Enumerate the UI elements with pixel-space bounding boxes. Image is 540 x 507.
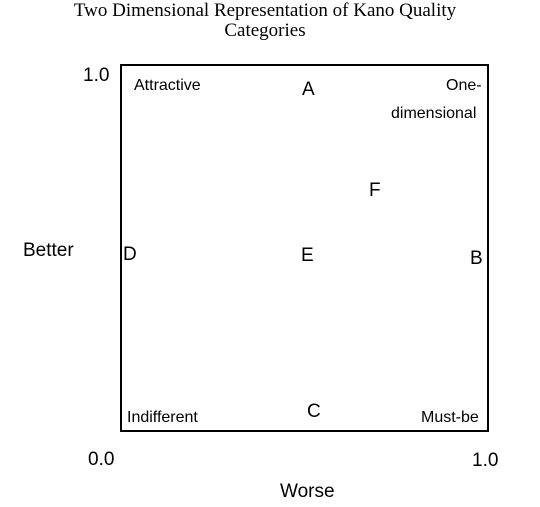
diagram-title-line-2: Categories xyxy=(224,20,306,41)
region-label-must-be: Must-be xyxy=(421,409,479,426)
y-axis-top-tick: 1.0 xyxy=(83,65,110,86)
y-axis-label: Better xyxy=(23,240,74,261)
region-label-indifferent: Indifferent xyxy=(127,409,198,426)
region-label-attractive: Attractive xyxy=(134,77,201,94)
point-label-a: A xyxy=(302,79,315,100)
origin-tick: 0.0 xyxy=(88,449,115,470)
diagram-title: Two Dimensional Representation of Kano Q… xyxy=(0,1,530,41)
region-label-one-dimensional-line-1: One- xyxy=(446,77,482,94)
x-axis-right-tick: 1.0 xyxy=(472,450,499,471)
diagram-title-line-1: Two Dimensional Representation of Kano Q… xyxy=(73,0,457,21)
x-axis-label: Worse xyxy=(280,481,335,502)
point-label-f: F xyxy=(369,180,381,201)
point-label-d: D xyxy=(123,244,137,265)
point-label-b: B xyxy=(470,248,483,269)
kano-quadrant-frame xyxy=(120,64,489,432)
point-label-e: E xyxy=(301,245,314,266)
region-label-one-dimensional-line-2: dimensional xyxy=(391,105,477,122)
point-label-c: C xyxy=(307,401,321,422)
